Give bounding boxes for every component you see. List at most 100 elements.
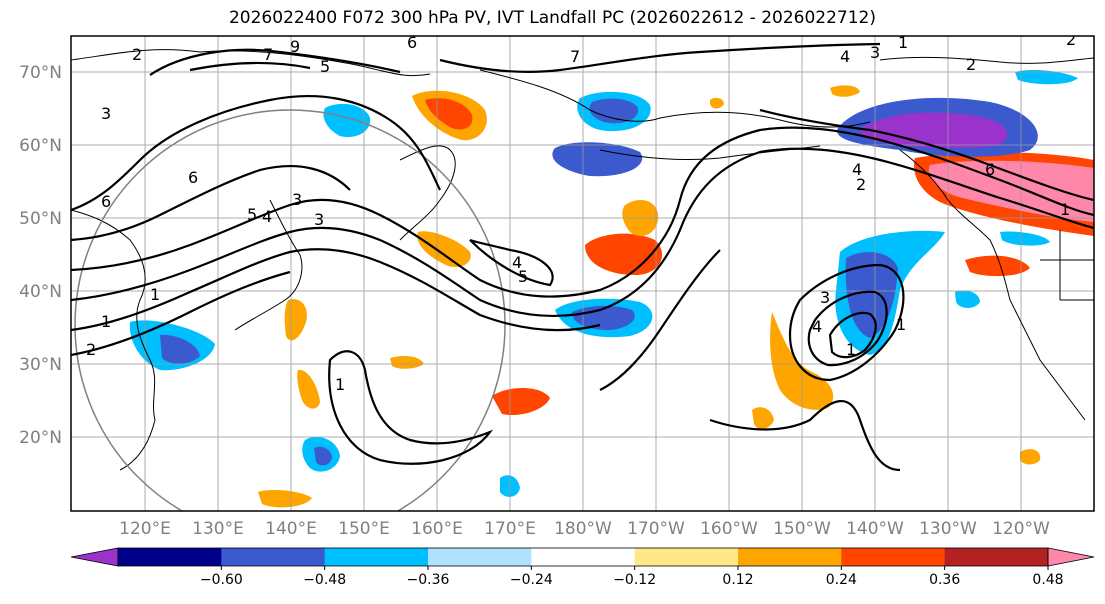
contour-label: 2 [856,175,866,194]
positive-anomaly-hawaii-east [1020,449,1041,465]
pv-contours [71,42,1094,472]
contour-label: 4 [852,160,862,179]
coastline-asia-arctic [71,49,431,77]
lon-label: 170°E [484,519,536,539]
negative-anomaly-okhotsk [323,103,371,138]
positive-anomaly-alaska-small [830,85,860,97]
lat-label: 30°N [19,355,62,375]
pv-contour-line [71,126,1094,298]
colorbar-segment [944,548,1049,566]
coastline-alaska-siberia [479,69,871,128]
colorbar-segment [531,548,636,566]
negative-anomaly-bering [552,142,643,177]
negative-anomaly-pnw-coast [1000,231,1050,246]
contour-label: 4 [840,47,850,66]
lon-label: 140°E [265,519,317,539]
colorbar-segment [324,548,429,566]
contour-label: 3 [820,288,830,307]
lat-label: 20°N [19,428,62,448]
contour-label: 5 [320,57,330,76]
contour-label: 4 [812,317,822,336]
gridlines [71,36,1094,511]
contour-label: 1 [896,315,906,334]
lon-label: 120°E [119,519,171,539]
lon-label: 130°E [192,519,244,539]
contour-label: 2 [966,55,976,74]
pv-contour-line [439,42,881,74]
colorbar-tick-label: −0.12 [613,572,656,588]
coastlines [71,49,1094,471]
lon-label: 120°W [992,519,1050,539]
contour-label: 5 [247,205,257,224]
map-title: 2026022400 F072 300 hPa PV, IVT Landfall… [228,8,876,28]
contour-label: 1 [150,285,160,304]
shaded-anomalies [129,70,1094,508]
lon-label: 160°E [411,519,463,539]
lat-label: 60°N [19,136,62,156]
colorbar-tick-label: −0.48 [303,572,346,588]
lon-label: 150°E [338,519,390,539]
contour-label: 1 [898,33,908,52]
positive-anomaly-south [258,490,312,508]
contour-label: 7 [263,45,273,64]
map-frame [70,35,1095,512]
contour-label: 3 [101,104,111,123]
colorbar-segment [221,548,326,566]
colorbar-extend-max [1047,547,1095,567]
lon-label: 140°W [846,519,904,539]
positive-anomaly-subtropical [492,388,550,416]
coastline-east-asia [71,209,156,471]
colorbar-tick-label: −0.36 [407,572,450,588]
pv-contour-line [469,238,554,287]
pv-contour-line [71,248,601,332]
colorbar: −0.60 −0.48 −0.36 −0.24 −0.12 0.12 0.24 0.36 0.4… [70,547,1095,588]
pv-contour-line [759,108,1094,202]
colorbar-segment [634,548,739,566]
contour-label: 2 [132,45,142,64]
colorbar-tick-label: 0.24 [826,572,857,588]
positive-anomaly-pnw-core [928,160,1094,222]
coastline-us-states [1040,230,1094,301]
contour-label: 4 [262,207,272,226]
contour-label: 2 [86,340,96,359]
pv-contour-line [788,263,905,382]
contour-label-group: 2 7 6 5 9 3 6 5 4 3 6 4 2 1 4 5 1 2 3 1 … [86,33,1076,394]
pv-contour-line [71,94,441,212]
lon-label: 130°W [919,519,977,539]
positive-anomaly-bering-small [710,97,724,109]
pv-contour-line [71,164,351,242]
coastline-japan [234,199,303,331]
longitude-axis: 120°E 130°E 140°E 150°E 160°E 170°E 180°… [119,519,1050,539]
colorbar-segment [428,548,532,566]
colorbar-frame [117,547,1049,567]
positive-anomaly-subtropical-small [390,356,424,369]
positive-anomaly-hawaii [752,407,774,429]
negative-anomaly-alaska-north-core [589,98,639,124]
colorbar-tick-label: 0.36 [929,572,960,588]
positive-anomaly-west-pacific [297,369,320,409]
positive-anomaly-east-pacific [770,312,834,410]
contour-label: 6 [101,192,111,211]
contour-label: 3 [292,190,302,209]
coastline-north-america-west [899,149,1086,421]
pv-contour-line [149,48,401,76]
contour-label: 1 [335,375,345,394]
lon-label: 150°W [773,519,831,539]
contour-label: 7 [570,47,580,66]
contour-label: 4 [512,253,522,272]
pv-contour-line [828,311,877,359]
lon-label: 160°W [700,519,758,539]
lat-label: 40°N [19,282,62,302]
latitude-axis: 70°N 60°N 50°N 40°N 30°N 20°N [19,63,62,448]
positive-anomaly-japan [284,299,307,341]
colorbar-segment [841,548,946,566]
contour-label: 1 [101,312,111,331]
negative-anomaly-east-pacific-core [845,252,898,338]
coastline-kamchatka [399,145,456,241]
contour-label: 5 [518,267,528,286]
reference-circle [74,109,506,511]
pv-contour-line [709,400,901,472]
colorbar-segment [118,548,222,566]
contour-label: 6 [188,168,198,187]
pv-contour-line [807,290,888,367]
